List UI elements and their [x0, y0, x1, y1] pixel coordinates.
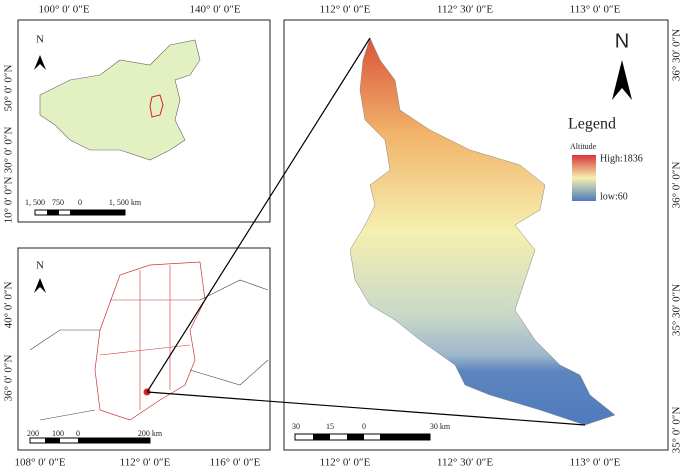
province-boundaries: [94, 261, 206, 421]
lat-label: 10° 0′ 0″N: [3, 177, 15, 224]
lon-label: 116° 0′ 0″E: [210, 457, 261, 469]
lon-label: 112° 30′ 0″E: [437, 457, 493, 469]
scale-bar: [380, 434, 430, 440]
lon-label: 113° 0′ 0″E: [570, 457, 621, 469]
scale-label: 0: [362, 422, 366, 431]
legend-title: Legend: [568, 116, 616, 133]
scale-label: 0: [76, 429, 80, 438]
lon-label: 108° 0′ 0″E: [14, 457, 65, 469]
boundaries: [29, 279, 269, 421]
legend-low: low:60: [600, 191, 628, 202]
lon-label: 112° 0′ 0″E: [120, 457, 171, 469]
lat-label: 30° 0′ 0″N: [3, 127, 15, 174]
lon-label: 112° 0′ 0″E: [320, 457, 371, 469]
china-outline: [39, 39, 201, 161]
scale-label: 30 km: [430, 422, 451, 431]
legend-subtitle: Altitude: [570, 142, 597, 151]
north-label: N: [36, 260, 44, 272]
lat-label: 50° 0′ 0″N: [3, 65, 15, 112]
lon-label: 112° 30′ 0″E: [437, 4, 493, 16]
lat-label: 36° 0′ 0″N: [3, 355, 15, 402]
scale-bar: [70, 210, 125, 215]
scale-bar: [78, 438, 150, 443]
scale-label: 15: [326, 422, 334, 431]
lat-label: 36° 0′ 0″N: [671, 162, 683, 209]
scale-bar: [347, 434, 364, 440]
lon-label: 140° 0′ 0″E: [189, 4, 240, 16]
lon-label: 112° 0′ 0″E: [320, 4, 371, 16]
scale-label: 1, 500: [25, 198, 45, 207]
legend-high: High:1836: [600, 153, 643, 164]
lat-label: 40° 0′ 0″N: [3, 282, 15, 329]
north-arrow: [612, 60, 632, 100]
inset-frame: [17, 247, 271, 451]
scale-label: 30: [292, 422, 300, 431]
scale-label: 0: [78, 198, 82, 207]
north-label: N: [36, 34, 44, 46]
study-area: [149, 94, 164, 118]
lon-label: 113° 0′ 0″E: [570, 4, 621, 16]
zoom-lines: [146, 37, 586, 426]
legend-ramp: [572, 155, 596, 201]
scale-label: 750: [52, 198, 64, 207]
province-boundaries: [99, 265, 200, 410]
scale-label: 100: [52, 429, 64, 438]
scale-label: 200: [27, 429, 39, 438]
north-label: N: [615, 30, 629, 52]
lon-label: 100° 0′ 0″E: [38, 4, 89, 16]
north-arrow: [34, 278, 46, 293]
scale-bar: [47, 210, 59, 215]
scale-bar: [45, 438, 60, 443]
lat-label: 36° 30′ 0″N: [671, 29, 683, 81]
scale-label: 200 km: [138, 429, 163, 438]
scale-label: 1, 500 km: [109, 198, 142, 207]
lat-label: 35° 0′ 0″N: [671, 407, 683, 454]
scale-bar: [313, 434, 330, 440]
north-arrow: [34, 55, 46, 70]
lat-label: 35° 30′ 0″N: [671, 284, 683, 336]
